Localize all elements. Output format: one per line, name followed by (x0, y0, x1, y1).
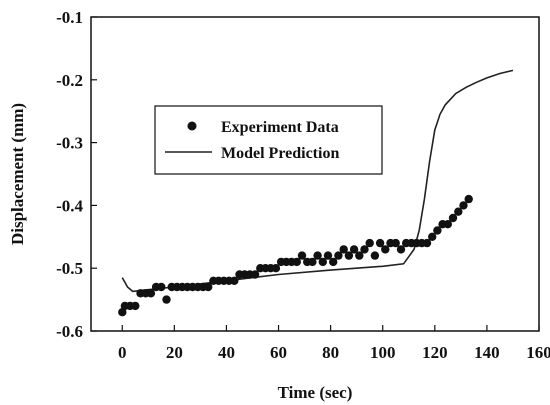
experiment-data-point (454, 207, 463, 216)
x-tick-label: 20 (166, 343, 183, 362)
x-tick-label: 160 (526, 343, 550, 362)
y-tick-label: -0.5 (56, 259, 83, 278)
experiment-data-point (157, 282, 166, 292)
experiment-data-point (443, 220, 452, 229)
experiment-data-point (428, 232, 437, 241)
experiment-data-point (334, 251, 343, 260)
experiment-data-point (146, 289, 156, 298)
experiment-data-point (271, 264, 281, 273)
experiment-data-point (396, 245, 406, 254)
experiment-data-point (339, 245, 348, 254)
legend-label-experiment: Experiment Data (221, 119, 339, 136)
y-axis-ticks: -0.1 -0.2 -0.3 -0.4 -0.5 -0.6 (56, 8, 97, 341)
experiment-data-point (355, 251, 364, 260)
experiment-data-point (375, 238, 385, 248)
legend-label-model: Model Prediction (221, 145, 339, 162)
experiment-data-point (422, 238, 432, 248)
experiment-data-point (131, 301, 140, 311)
y-tick-label: -0.2 (56, 71, 83, 90)
experiment-data-point (297, 251, 307, 260)
experiment-data-point (433, 226, 442, 235)
x-tick-label: 140 (474, 343, 500, 362)
experiment-data-point (230, 276, 239, 285)
experiment-data-point (292, 257, 301, 267)
x-tick-label: 120 (422, 343, 448, 362)
y-tick-label: -0.6 (56, 322, 83, 341)
y-tick-label: -0.3 (56, 134, 83, 153)
experiment-data-point (360, 245, 369, 254)
experiment-data-point (370, 251, 380, 260)
experiment-data-point (162, 295, 171, 304)
experiment-data-point (349, 245, 359, 254)
experiment-data-point (318, 257, 327, 267)
x-tick-label: 100 (370, 343, 396, 362)
experiment-data-point (344, 251, 354, 260)
experiment-data-point (308, 257, 317, 267)
y-tick-label: -0.4 (56, 196, 83, 215)
series-layer (118, 69, 514, 317)
experiment-data-point (323, 251, 333, 260)
experiment-data-point (329, 257, 338, 267)
legend-marker-experiment (187, 121, 197, 131)
x-tick-label: 0 (118, 343, 127, 362)
experiment-data-point (365, 238, 374, 248)
experiment-data-point (118, 308, 127, 317)
x-axis-title: Time (sec) (278, 383, 353, 402)
x-axis-ticks: 0 20 40 60 80 100 120 140 160 (118, 325, 550, 362)
y-tick-label: -0.1 (56, 8, 83, 27)
experiment-data-point (381, 245, 390, 254)
y-axis-title: Displacement (mm) (8, 103, 27, 245)
experiment-data-point (250, 270, 260, 279)
experiment-data-point (459, 201, 468, 210)
plot-frame (90, 16, 540, 332)
x-tick-label: 80 (322, 343, 339, 362)
x-tick-label: 60 (270, 343, 287, 362)
experiment-data-point (448, 213, 458, 223)
experiment-data-point (464, 194, 473, 204)
experiment-data-point (391, 238, 400, 248)
experiment-data-point (204, 282, 213, 292)
experiment-data-point (313, 251, 322, 260)
legend-box (154, 105, 383, 175)
x-tick-label: 40 (218, 343, 235, 362)
legend: Experiment Data Model Prediction (154, 105, 383, 175)
